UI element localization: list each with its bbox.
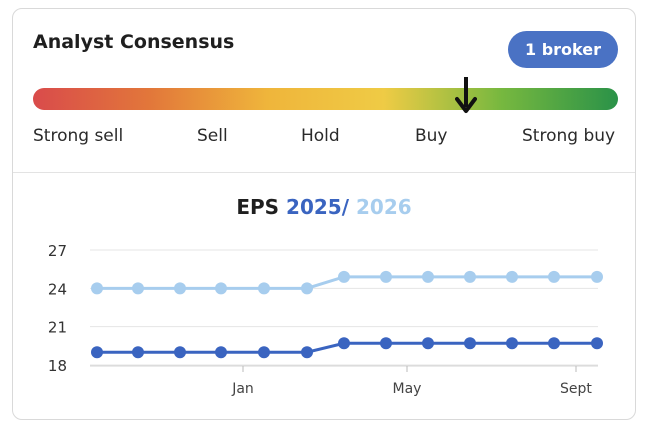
series-point-2026 bbox=[422, 270, 434, 283]
scale-label-hold: Hold bbox=[301, 126, 340, 146]
series-point-2026 bbox=[132, 282, 144, 295]
scale-label-strong-buy: Strong buy bbox=[522, 126, 616, 146]
x-tick-label: Jan bbox=[231, 381, 254, 397]
eps-chart-title: EPS 2025/ 2026 bbox=[13, 195, 635, 219]
series-point-2026 bbox=[506, 270, 518, 283]
series-point-2026 bbox=[548, 270, 560, 283]
series-point-2026 bbox=[215, 282, 227, 295]
y-tick-label: 27 bbox=[48, 242, 67, 260]
y-tick-label: 18 bbox=[48, 357, 67, 375]
series-point-2025 bbox=[464, 337, 476, 350]
y-tick-label: 24 bbox=[48, 280, 67, 298]
series-point-2025 bbox=[422, 337, 434, 350]
eps-year-2025-toggle[interactable]: 2025 bbox=[286, 195, 342, 219]
series-point-2026 bbox=[591, 270, 603, 283]
series-point-2026 bbox=[464, 270, 476, 283]
series-point-2026 bbox=[91, 282, 103, 295]
series-point-2026 bbox=[380, 270, 392, 283]
consensus-marker-arrow-icon bbox=[454, 77, 477, 113]
series-point-2025 bbox=[506, 337, 518, 350]
eps-year-separator: / bbox=[341, 195, 350, 219]
x-tick-label: Sept bbox=[560, 381, 592, 397]
series-point-2026 bbox=[301, 282, 313, 295]
y-tick-label: 21 bbox=[48, 319, 67, 337]
series-point-2026 bbox=[338, 270, 350, 283]
x-tick-label: May bbox=[393, 381, 422, 397]
broker-count-badge[interactable]: 1 broker bbox=[508, 31, 618, 68]
section-divider bbox=[13, 172, 635, 173]
eps-title-prefix: EPS bbox=[236, 195, 280, 219]
series-point-2025 bbox=[215, 346, 227, 359]
series-point-2025 bbox=[258, 346, 270, 359]
series-point-2026 bbox=[258, 282, 270, 295]
series-point-2025 bbox=[174, 346, 186, 359]
scale-label-buy: Buy bbox=[415, 126, 448, 146]
series-point-2025 bbox=[591, 337, 603, 350]
card-title: Analyst Consensus bbox=[33, 31, 235, 53]
eps-year-2026-toggle[interactable]: 2026 bbox=[355, 195, 412, 219]
series-point-2025 bbox=[338, 337, 350, 350]
series-point-2025 bbox=[301, 346, 313, 359]
series-point-2025 bbox=[548, 337, 560, 350]
series-point-2025 bbox=[380, 337, 392, 350]
series-point-2025 bbox=[132, 346, 144, 359]
series-point-2026 bbox=[174, 282, 186, 295]
scale-label-sell: Sell bbox=[197, 126, 228, 146]
scale-label-strong-sell: Strong sell bbox=[33, 126, 124, 146]
series-point-2025 bbox=[91, 346, 103, 359]
